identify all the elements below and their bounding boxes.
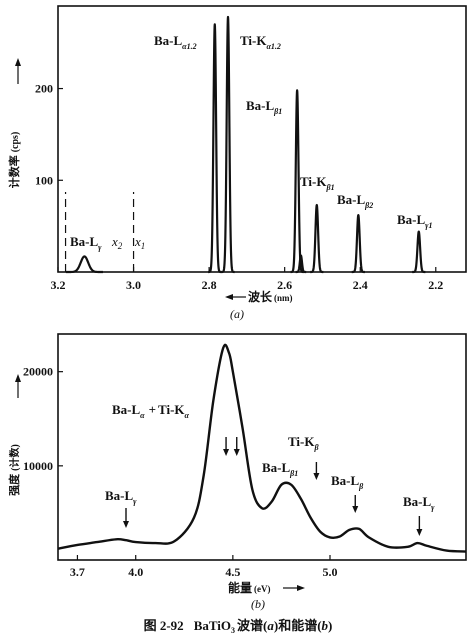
x-tick-label: 3.2 [51,278,66,292]
peak-label: Ba-Lγ [403,494,435,512]
chart-b-subtitle: (b) [251,597,265,611]
x-tick-label: 5.0 [323,565,338,579]
x-tick-label: 2.2 [428,278,443,292]
x-tick-label: 2.8 [202,278,217,292]
x-tick-label: 2.6 [277,278,292,292]
y-tick-label: 200 [35,82,53,96]
chart-b-ylabel-arrow [15,374,21,398]
peak-line [289,89,305,274]
figure-caption: 图 2-92 BaTiO3 波谱(a)和能谱(b) [144,618,333,635]
chart-a-xlabel-arrow [225,294,246,300]
peak-label: Ba-Lβ2 [337,192,373,210]
annotation-arrow-head [313,473,320,480]
chart-b-series-line [57,343,467,553]
annotation-arrow-head [416,529,423,536]
chart-a-ylabel-arrow [15,58,21,84]
peak-line [309,203,325,274]
peak-label: Ti-Kβ [288,434,320,452]
peak-label: Ba-Lα1.2 [154,33,197,51]
chart-a-labels: Ba-Lγ Ba-Lα1.2 Ti-Kα1.2 Ba-Lβ1 Ti-Kβ1 Ba… [70,33,433,252]
x-tick-label: 3.7 [70,565,85,579]
annotation-arrow-head [223,449,230,456]
chart-a-subtitle: (a) [230,307,244,321]
peak-line [294,254,308,274]
peak-label: Ba-Lβ1 [262,460,298,478]
peak-line [65,255,104,274]
svg-text:计数率(cps): 计数率(cps) [7,132,21,189]
chart-a-ylabel: 计数率(cps) [7,132,21,189]
y-tick-label: 10000 [23,459,53,473]
peak-label: Ba-Lγ [105,488,137,506]
x-tick-label: 3.0 [126,278,141,292]
chart-b-xlabel: 能量 (eV) [228,580,271,595]
y-tick-label: 20000 [23,365,53,379]
peak-label: Ba-Lγ1 [397,212,433,230]
peak-line [220,15,236,274]
chart-a-frame [57,5,467,273]
chart-a: 3.2 3.0 2.8 2.6 2.4 2.2 100 200 Ba-Lγ Ba-Lα1.2 … [7,5,467,321]
peak-line [411,230,427,274]
peak-line [207,23,223,274]
chart-a-xlabel: 波长 (nm) [248,289,293,304]
chart-b-frame [57,333,467,561]
marker-label-x1: x1 [134,234,145,251]
annotation-arrow-head [233,449,240,456]
x-tick-label: 4.5 [225,565,240,579]
peak-label: Ba-Lβ [331,473,364,491]
chart-b-ylabel: 强度(计数) [7,444,21,496]
x-tick-label: 2.4 [353,278,368,292]
x-tick-label: 4.0 [128,565,143,579]
peak-label: Ba-Lβ1 [246,98,282,116]
chart-b-combined-label: Ba-Lα + Ti-Kα [112,402,190,420]
marker-label-x2: x2 [111,234,123,251]
annotation-arrow-head [352,506,359,513]
chart-b-xlabel-arrow [283,585,305,591]
chart-b: 3.7 4.0 4.5 5.0 10000 20000 Ba-Lα + Ti-Kα Ba-Lβ… [7,333,467,611]
y-tick-label: 100 [35,173,53,187]
peak-label: Ba-Lγ [70,234,102,252]
annotation-arrow-head [123,521,129,528]
svg-text:强度(计数): 强度(计数) [7,444,21,496]
peak-line [350,214,366,274]
peak-label: Ti-Kα1.2 [240,33,281,51]
peak-label: Ti-Kβ1 [300,174,335,192]
